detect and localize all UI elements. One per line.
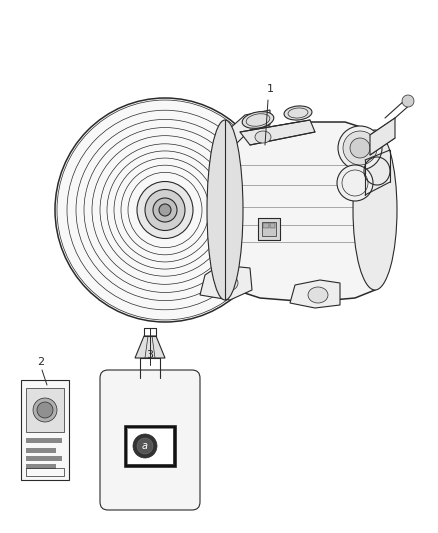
FancyBboxPatch shape bbox=[100, 370, 200, 510]
Polygon shape bbox=[127, 428, 173, 464]
Ellipse shape bbox=[133, 434, 157, 458]
Ellipse shape bbox=[55, 98, 275, 322]
Text: a: a bbox=[142, 441, 148, 451]
Polygon shape bbox=[26, 388, 64, 432]
Ellipse shape bbox=[37, 402, 53, 418]
Polygon shape bbox=[290, 280, 340, 308]
Polygon shape bbox=[263, 223, 269, 228]
Polygon shape bbox=[258, 218, 280, 240]
Polygon shape bbox=[21, 380, 69, 480]
Ellipse shape bbox=[337, 165, 373, 201]
Ellipse shape bbox=[308, 287, 328, 303]
Ellipse shape bbox=[284, 106, 312, 120]
Polygon shape bbox=[26, 464, 56, 469]
Ellipse shape bbox=[350, 138, 370, 158]
Polygon shape bbox=[26, 456, 62, 461]
Polygon shape bbox=[228, 110, 270, 145]
Ellipse shape bbox=[255, 131, 271, 143]
Ellipse shape bbox=[242, 111, 274, 128]
Ellipse shape bbox=[207, 120, 243, 300]
Polygon shape bbox=[26, 438, 62, 443]
Text: 1: 1 bbox=[266, 84, 273, 94]
Ellipse shape bbox=[338, 126, 382, 170]
Polygon shape bbox=[124, 425, 176, 467]
Ellipse shape bbox=[145, 190, 185, 230]
Text: 2: 2 bbox=[37, 357, 45, 367]
Ellipse shape bbox=[137, 438, 153, 454]
Polygon shape bbox=[200, 265, 252, 300]
Ellipse shape bbox=[353, 130, 397, 290]
Ellipse shape bbox=[218, 275, 238, 291]
Text: 3: 3 bbox=[146, 350, 153, 360]
Polygon shape bbox=[370, 118, 395, 155]
Polygon shape bbox=[270, 223, 275, 228]
Ellipse shape bbox=[153, 198, 177, 222]
Ellipse shape bbox=[402, 95, 414, 107]
Ellipse shape bbox=[137, 182, 193, 238]
Ellipse shape bbox=[33, 398, 57, 422]
Ellipse shape bbox=[159, 204, 171, 216]
Ellipse shape bbox=[343, 131, 377, 165]
Polygon shape bbox=[26, 448, 56, 453]
Polygon shape bbox=[240, 120, 315, 145]
Polygon shape bbox=[262, 222, 276, 236]
Polygon shape bbox=[220, 122, 380, 302]
Polygon shape bbox=[135, 336, 165, 358]
